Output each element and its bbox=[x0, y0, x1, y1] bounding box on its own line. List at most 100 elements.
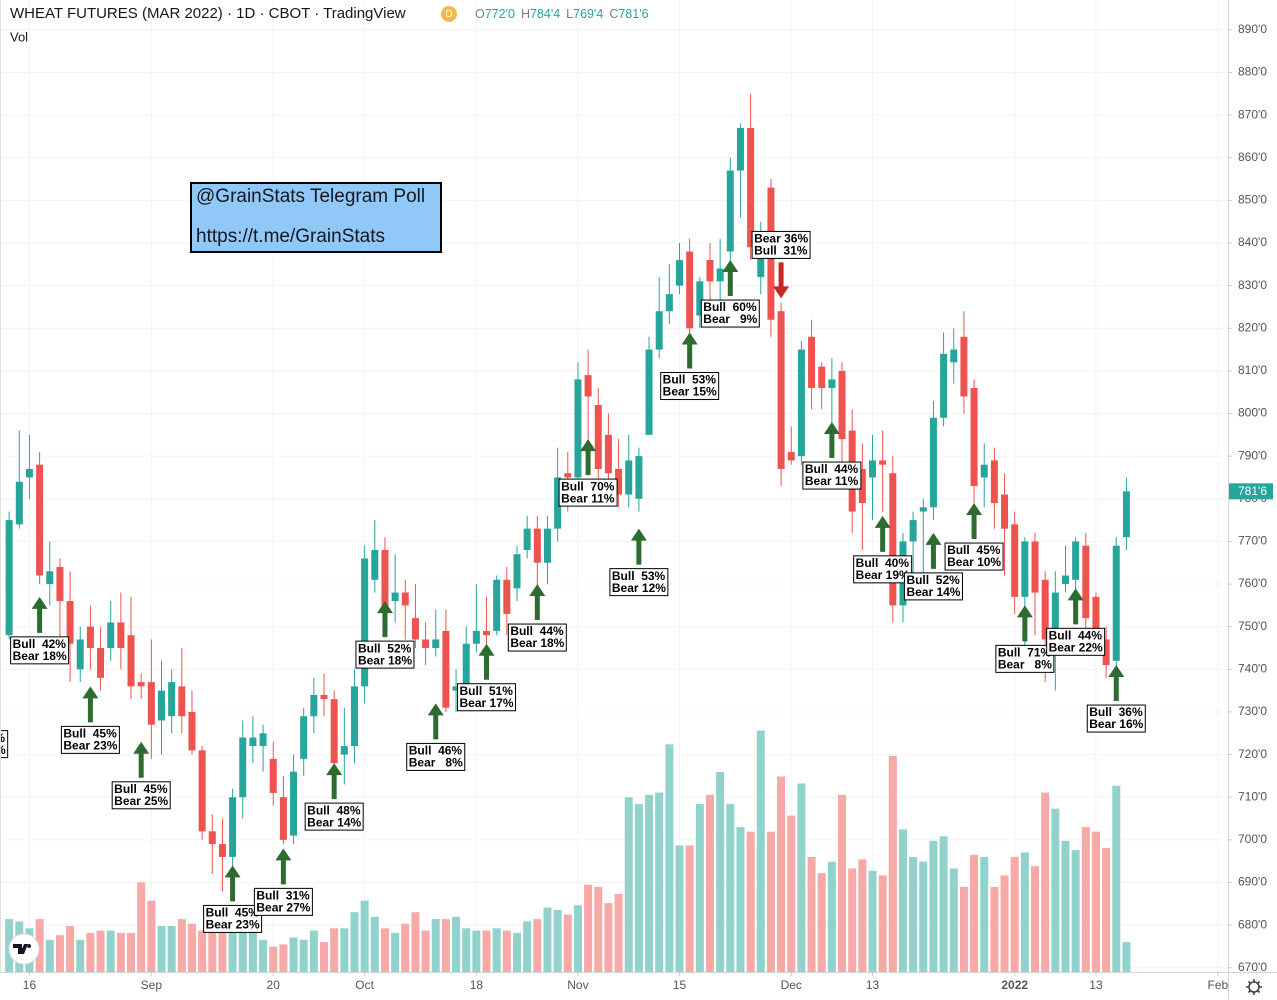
candle-body bbox=[533, 528, 541, 563]
poll-label: Bull 44% bbox=[1049, 628, 1103, 642]
volume-bar bbox=[980, 857, 989, 972]
candle-body bbox=[564, 473, 572, 478]
poll-label-box bbox=[903, 572, 963, 601]
candle-body bbox=[716, 268, 724, 282]
poll-arrow bbox=[376, 601, 393, 638]
y-tick-label: 860'0 bbox=[1238, 150, 1267, 164]
candle-body bbox=[56, 567, 64, 602]
poll-arrow bbox=[224, 865, 241, 902]
volume-bar bbox=[736, 827, 745, 972]
annotation-line: https://t.me/GrainStats bbox=[196, 226, 385, 247]
candle-body bbox=[523, 528, 531, 550]
candle-body bbox=[432, 639, 440, 648]
poll-label-box bbox=[0, 730, 9, 759]
volume-bar bbox=[137, 882, 146, 972]
candle-body bbox=[919, 507, 927, 512]
y-tick-label: 840'0 bbox=[1238, 235, 1267, 249]
volume-bar bbox=[594, 886, 603, 972]
volume-bar bbox=[675, 845, 684, 972]
candle-body bbox=[452, 686, 460, 691]
volume-bar bbox=[1061, 840, 1070, 972]
volume-bar bbox=[96, 930, 105, 972]
y-tick-label: 790'0 bbox=[1238, 448, 1267, 462]
poll-label-box bbox=[406, 742, 466, 771]
interval-badge-text: D bbox=[445, 9, 452, 20]
volume-bar bbox=[959, 886, 968, 972]
volume-bar bbox=[452, 916, 461, 972]
candle-body bbox=[391, 592, 399, 602]
candle-body bbox=[340, 746, 348, 755]
y-tick-label: 670'0 bbox=[1238, 960, 1267, 974]
poll-label: Bull 70% bbox=[561, 479, 615, 493]
volume-bar bbox=[1010, 857, 1019, 972]
volume-bar bbox=[858, 859, 867, 972]
volume-bar bbox=[970, 854, 979, 972]
volume-bar bbox=[705, 794, 714, 972]
y-tick-label: 880'0 bbox=[1238, 65, 1267, 79]
candle-body bbox=[574, 379, 582, 478]
poll-arrow bbox=[133, 741, 150, 778]
candle-body bbox=[584, 375, 592, 397]
volume-bar bbox=[431, 919, 440, 972]
volume-bar bbox=[1112, 785, 1121, 972]
legend-value: 769'4 bbox=[573, 7, 603, 21]
candle-body bbox=[604, 434, 612, 474]
candle-body bbox=[157, 690, 165, 721]
candle-body bbox=[1031, 541, 1039, 593]
y-tick-label: 820'0 bbox=[1238, 320, 1267, 334]
candle-body bbox=[1001, 494, 1009, 529]
interval-badge bbox=[441, 6, 457, 22]
candle-body bbox=[503, 579, 511, 614]
poll-label-box bbox=[700, 299, 760, 328]
poll-label: Bull 42% bbox=[13, 637, 67, 651]
candle-body bbox=[757, 243, 765, 278]
candle-body bbox=[1011, 524, 1019, 597]
poll-label: Bull 44% bbox=[510, 624, 564, 638]
y-tick-label: 690'0 bbox=[1238, 875, 1267, 889]
volume-bar bbox=[584, 884, 593, 972]
volume-bar bbox=[147, 900, 156, 972]
volume-bar bbox=[482, 930, 491, 972]
volume-bar bbox=[695, 804, 704, 972]
settings-button[interactable] bbox=[1246, 979, 1262, 995]
legend-key: C bbox=[609, 7, 618, 21]
candle-body bbox=[889, 473, 897, 606]
volume-bar bbox=[1102, 847, 1111, 972]
volume-bar bbox=[939, 836, 948, 972]
poll-label: Bear 18% bbox=[13, 649, 67, 663]
annotation-line: @GrainStats Telegram Poll bbox=[196, 186, 425, 207]
annotation-box bbox=[190, 182, 442, 253]
candle-body bbox=[777, 311, 785, 469]
y-tick-label: 700'0 bbox=[1238, 832, 1267, 846]
candle-body bbox=[980, 464, 988, 478]
poll-label-box bbox=[60, 725, 120, 754]
volume-bar bbox=[614, 893, 623, 972]
volume-bar bbox=[360, 900, 369, 972]
y-tick-label: 870'0 bbox=[1238, 107, 1267, 121]
volume-bar bbox=[919, 861, 928, 972]
y-tick-label: 720'0 bbox=[1238, 747, 1267, 761]
candle-body bbox=[676, 260, 684, 286]
candle-body bbox=[46, 571, 54, 585]
poll-arrow bbox=[275, 848, 292, 885]
candle-body bbox=[940, 353, 948, 418]
candle-body bbox=[808, 336, 816, 388]
candle-body bbox=[36, 464, 44, 576]
poll-label-box bbox=[944, 542, 1004, 571]
candle-body bbox=[929, 417, 937, 508]
poll-arrow bbox=[925, 532, 942, 569]
candle-body bbox=[736, 127, 744, 171]
candle-body bbox=[950, 349, 958, 363]
volume-bar bbox=[411, 912, 420, 972]
poll-label: Bull 60% bbox=[703, 300, 757, 314]
candle-body bbox=[1112, 545, 1120, 661]
poll-label: Bear 23% bbox=[206, 918, 260, 932]
volume-bar bbox=[401, 923, 410, 972]
y-tick-label: 760'0 bbox=[1238, 576, 1267, 590]
y-tick-label: 740'0 bbox=[1238, 661, 1267, 675]
poll-label-box bbox=[111, 781, 171, 810]
poll-label-box bbox=[253, 887, 313, 916]
settings-gear-teeth[interactable] bbox=[1246, 979, 1262, 995]
candle-body bbox=[960, 336, 968, 397]
